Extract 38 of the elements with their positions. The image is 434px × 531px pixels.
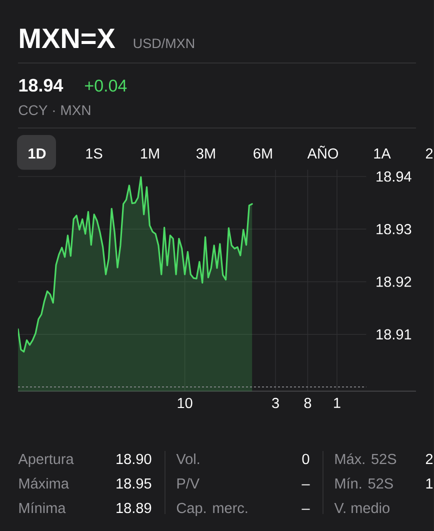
text: Mín. 52S xyxy=(335,478,393,489)
text: Mínima xyxy=(19,502,66,514)
text: 2 xyxy=(426,454,433,464)
text: 6M xyxy=(254,148,272,159)
text: 18.95 xyxy=(116,478,152,489)
x-tick-label: 1 xyxy=(334,398,340,408)
text: 18.94 xyxy=(19,78,64,92)
text: 0 xyxy=(302,454,310,464)
x-tick-label: 8 xyxy=(304,398,312,408)
text: Vol. xyxy=(176,453,200,464)
y-tick-label: 18.91 xyxy=(376,329,412,340)
text: Máxima xyxy=(19,478,69,489)
text: Máx. 52S xyxy=(335,453,396,464)
text: – xyxy=(302,484,310,486)
y-tick-label: 18.93 xyxy=(376,224,412,234)
text: – xyxy=(302,508,310,510)
text: 3M xyxy=(196,148,215,159)
text: 18.90 xyxy=(116,454,152,464)
text: 18.89 xyxy=(116,502,152,514)
text: 1D xyxy=(28,148,46,158)
y-tick-label: 18.92 xyxy=(376,276,412,287)
chart-title: MXN=X xyxy=(20,28,116,48)
text: CCY · MXN xyxy=(18,105,90,116)
text: 1 xyxy=(426,478,433,488)
y-tick-label: 18.94 xyxy=(376,171,412,182)
text: AÑO xyxy=(307,146,338,159)
x-tick-label: 3 xyxy=(272,398,279,408)
text: 1M xyxy=(141,148,159,158)
text: 1A xyxy=(374,148,391,158)
text: Apertura xyxy=(18,454,74,468)
text: P/V xyxy=(177,478,200,489)
text: 2 xyxy=(426,148,433,158)
text: V. medio xyxy=(334,502,390,514)
chart-subtitle: USD/MXN xyxy=(134,38,194,48)
text: +0.04 xyxy=(85,80,127,92)
text: 1S xyxy=(86,148,102,159)
x-tick-label: 10 xyxy=(178,398,192,408)
text: Cap. merc. xyxy=(176,502,248,516)
